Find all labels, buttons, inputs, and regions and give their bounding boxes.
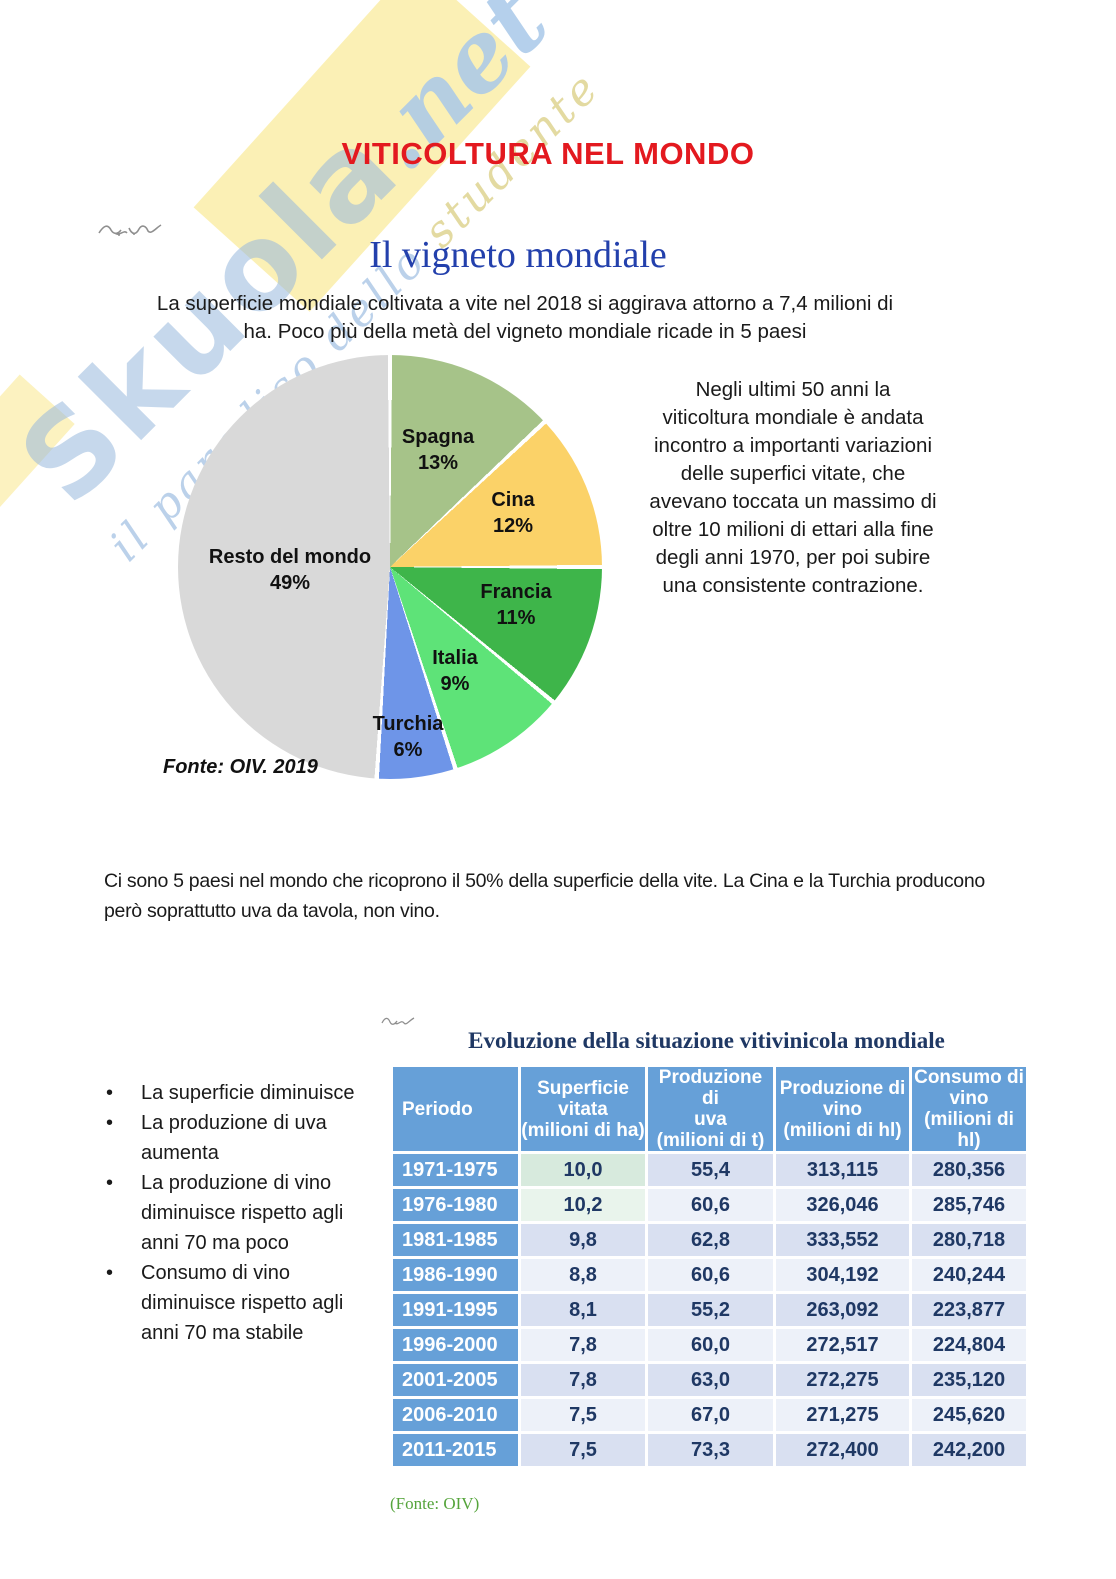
data-cell: 271,275 [776, 1399, 909, 1431]
data-cell: 280,718 [912, 1224, 1026, 1256]
mid-paragraph: Ci sono 5 paesi nel mondo che ricoprono … [104, 870, 985, 922]
data-cell: 55,4 [648, 1154, 773, 1186]
period-cell: 1976-1980 [393, 1189, 518, 1221]
intro-paragraph: La superficie mondiale coltivata a vite … [156, 292, 894, 343]
pie-disc [178, 355, 602, 779]
column-header: Consumo di vino (milioni di hl) [912, 1067, 1026, 1151]
pie-source: Fonte: OIV. 2019 [163, 756, 318, 778]
column-header: Produzione di uva (milioni di t) [648, 1067, 773, 1151]
column-header: Produzione di vino (milioni di hl) [776, 1067, 909, 1151]
period-cell: 2011-2015 [393, 1434, 518, 1466]
bullet-item: La produzione di vino diminuisce rispett… [104, 1168, 384, 1258]
data-cell: 7,5 [521, 1399, 645, 1431]
data-cell: 7,5 [521, 1434, 645, 1466]
table-row: 1971-1975 10,0 55,4 313,115 280,356 [393, 1154, 1026, 1186]
column-header: Superficie vitata (milioni di ha) [521, 1067, 645, 1151]
data-cell: 304,192 [776, 1259, 909, 1291]
bullet-list: La superficie diminuisceLa produzione di… [104, 1078, 384, 1348]
data-table: Periodo Superficie vitata (milioni di ha)… [390, 1064, 1029, 1469]
table-row: 1981-1985 9,8 62,8 333,552 280,718 [393, 1224, 1026, 1256]
period-cell: 2006-2010 [393, 1399, 518, 1431]
table-row: 2001-2005 7,8 63,0 272,275 235,120 [393, 1364, 1026, 1396]
data-cell: 285,746 [912, 1189, 1026, 1221]
data-cell: 280,356 [912, 1154, 1026, 1186]
data-cell: 9,8 [521, 1224, 645, 1256]
pie-label-cina: Cina 12% [491, 489, 535, 537]
data-cell: 223,877 [912, 1294, 1026, 1326]
squiggle-icon [98, 224, 162, 236]
data-cell: 60,6 [648, 1189, 773, 1221]
data-cell: 333,552 [776, 1224, 909, 1256]
data-cell: 272,517 [776, 1329, 909, 1361]
period-cell: 1981-1985 [393, 1224, 518, 1256]
pie-label-resto-del-mondo: Resto del mondo 49% [208, 546, 372, 594]
data-cell: 63,0 [648, 1364, 773, 1396]
pie-label-italia: Italia 9% [432, 647, 478, 695]
data-cell: 7,8 [521, 1329, 645, 1361]
data-cell: 7,8 [521, 1364, 645, 1396]
bullet-item: La superficie diminuisce [104, 1078, 384, 1108]
data-cell: 235,120 [912, 1364, 1026, 1396]
data-cell: 10,0 [521, 1154, 645, 1186]
data-cell: 313,115 [776, 1154, 909, 1186]
data-cell: 67,0 [648, 1399, 773, 1431]
data-cell: 224,804 [912, 1329, 1026, 1361]
data-cell: 8,1 [521, 1294, 645, 1326]
data-cell: 60,0 [648, 1329, 773, 1361]
data-cell: 73,3 [648, 1434, 773, 1466]
column-header: Periodo [393, 1067, 518, 1151]
table-row: 1976-1980 10,2 60,6 326,046 285,746 [393, 1189, 1026, 1221]
data-cell: 62,8 [648, 1224, 773, 1256]
squiggle-icon [381, 1017, 415, 1025]
pie-label-turchia: Turchia 6% [372, 713, 444, 761]
period-cell: 2001-2005 [393, 1364, 518, 1396]
data-cell: 326,046 [776, 1189, 909, 1221]
section-heading: Il vigneto mondiale [369, 234, 667, 276]
table-row: 2006-2010 7,5 67,0 271,275 245,620 [393, 1399, 1026, 1431]
table-row: 1986-1990 8,8 60,6 304,192 240,244 [393, 1259, 1026, 1291]
pie-label-spagna: Spagna 13% [401, 426, 475, 474]
period-cell: 1971-1975 [393, 1154, 518, 1186]
data-cell: 240,244 [912, 1259, 1026, 1291]
data-cell: 272,275 [776, 1364, 909, 1396]
page-title: VITICOLTURA NEL MONDO [341, 136, 755, 171]
table-source: (Fonte: OIV) [390, 1494, 480, 1513]
data-cell: 272,400 [776, 1434, 909, 1466]
bullet-item: Consumo di vino diminuisce rispetto agli… [104, 1258, 384, 1348]
data-cell: 245,620 [912, 1399, 1026, 1431]
bullet-item: La produzione di uva aumenta [104, 1108, 384, 1168]
period-cell: 1996-2000 [393, 1329, 518, 1361]
data-cell: 242,200 [912, 1434, 1026, 1466]
data-cell: 263,092 [776, 1294, 909, 1326]
table-title: Evoluzione della situazione vitivinicola… [468, 1028, 945, 1053]
period-cell: 1986-1990 [393, 1259, 518, 1291]
data-cell: 8,8 [521, 1259, 645, 1291]
side-paragraph: Negli ultimi 50 anni la viticoltura mond… [649, 378, 937, 597]
period-cell: 1991-1995 [393, 1294, 518, 1326]
table-row: 1991-1995 8,1 55,2 263,092 223,877 [393, 1294, 1026, 1326]
data-cell: 55,2 [648, 1294, 773, 1326]
table-row: 1996-2000 7,8 60,0 272,517 224,804 [393, 1329, 1026, 1361]
data-cell: 60,6 [648, 1259, 773, 1291]
pie-label-francia: Francia 11% [480, 581, 552, 629]
table-row: 2011-2015 7,5 73,3 272,400 242,200 [393, 1434, 1026, 1466]
pie-chart: Spagna 13% Cina 12% Francia 11% Italia 9% Turchi… [178, 355, 602, 779]
data-cell: 10,2 [521, 1189, 645, 1221]
